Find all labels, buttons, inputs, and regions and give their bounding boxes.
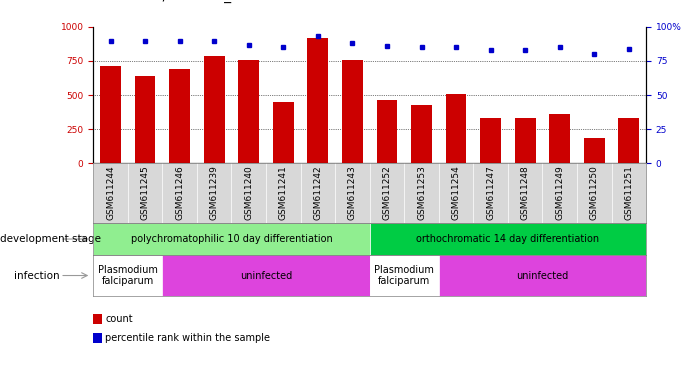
Text: infection: infection [14,270,59,281]
Text: GSM611241: GSM611241 [278,166,288,220]
Bar [307,38,328,163]
Text: GSM611253: GSM611253 [417,166,426,220]
Text: GSM611251: GSM611251 [624,166,634,220]
Text: GSM611246: GSM611246 [175,166,184,220]
Text: Plasmodium
falciparum: Plasmodium falciparum [98,265,158,286]
Text: GSM611240: GSM611240 [244,166,254,220]
Bar [135,76,155,163]
Text: GSM611252: GSM611252 [382,166,392,220]
Bar [238,60,259,163]
Text: GSM611249: GSM611249 [555,166,565,220]
Text: uninfected: uninfected [240,270,292,281]
Text: uninfected: uninfected [516,270,569,281]
Text: GSM611254: GSM611254 [451,166,461,220]
Bar [446,94,466,163]
Text: GSM611250: GSM611250 [589,166,599,220]
Text: orthochromatic 14 day differentiation: orthochromatic 14 day differentiation [416,234,600,244]
Text: GSM611244: GSM611244 [106,166,115,220]
Text: GSM611242: GSM611242 [313,166,323,220]
Bar [100,66,121,163]
Text: percentile rank within the sample: percentile rank within the sample [105,333,270,343]
Bar [480,118,501,163]
Bar [549,114,570,163]
Text: GSM611247: GSM611247 [486,166,495,220]
Text: GSM611248: GSM611248 [520,166,530,220]
Bar [618,118,639,163]
Text: GSM611245: GSM611245 [140,166,150,220]
Bar [342,60,363,163]
Text: GSM611243: GSM611243 [348,166,357,220]
Bar [584,138,605,163]
Text: polychromatophilic 10 day differentiation: polychromatophilic 10 day differentiatio… [131,234,332,244]
Bar [169,69,190,163]
Text: GDS4557 / 225570_at: GDS4557 / 225570_at [93,0,245,3]
Text: development stage: development stage [0,234,101,244]
Bar [411,105,432,163]
Text: count: count [105,314,133,324]
Bar [515,118,536,163]
Text: Plasmodium
falciparum: Plasmodium falciparum [375,265,434,286]
Bar [273,102,294,163]
Text: GSM611239: GSM611239 [209,166,219,220]
Bar [377,101,397,163]
Bar [204,56,225,163]
